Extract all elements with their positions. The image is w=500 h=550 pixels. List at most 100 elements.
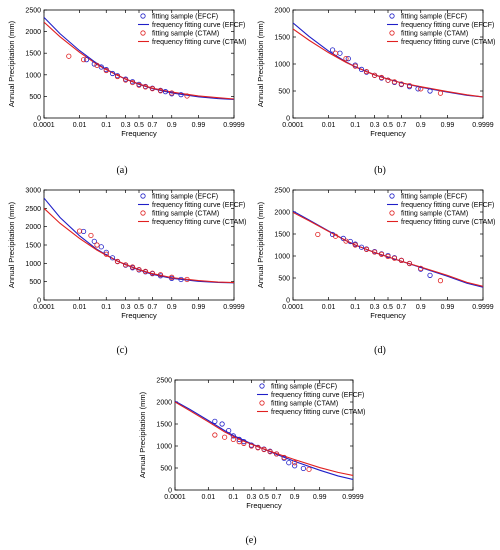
data-point-ctam (169, 90, 175, 96)
data-point-ctam (437, 90, 444, 96)
data-point-ctam (306, 466, 312, 472)
x-tick-label: 0.9999 (472, 122, 494, 129)
x-tick-label: 0.99 (313, 494, 327, 501)
data-point-ctam (80, 57, 87, 63)
data-point-ctam (363, 246, 370, 252)
data-point-efcf (345, 55, 351, 62)
data-point-ctam (88, 232, 94, 239)
data-point-ctam (184, 93, 190, 99)
x-tick-label: 0.3 (370, 122, 380, 129)
data-point-ctam (76, 228, 83, 234)
data-point-efcf (427, 272, 433, 278)
data-point-ctam (123, 77, 129, 83)
x-tick-label: 0.9999 (472, 304, 494, 311)
y-tick-label: 1000 (274, 254, 290, 261)
y-tick-label: 2500 (274, 188, 290, 195)
panel-label: (d) (374, 345, 386, 356)
data-point-ctam (103, 251, 109, 257)
legend-entry: fitting sample (CTAM) (389, 210, 468, 217)
y-tick-label: 2000 (25, 224, 41, 231)
data-point-ctam (142, 268, 149, 274)
data-point-ctam (157, 88, 164, 94)
chart-panel-3: 0 500 1000 1500 2000 2500 0.0001 0.01 0.1 0.3 0.5 0… (256, 188, 495, 357)
legend-entry: frequency fitting curve (EFCF) (138, 22, 245, 29)
y-tick-label: 0 (168, 488, 172, 495)
data-point-ctam (372, 249, 378, 255)
legend-label: frequency fitting curve (EFCF) (271, 392, 364, 399)
data-point-efcf (91, 61, 97, 67)
data-point-ctam (315, 231, 321, 238)
x-tick-label: 0.01 (322, 304, 336, 311)
legend-label: frequency fitting curve (CTAM) (152, 39, 246, 46)
legend-entry: frequency fitting curve (EFCF) (138, 202, 245, 209)
x-axis-label: Frequency (246, 501, 282, 510)
data-point-ctam (222, 434, 228, 440)
panel-label: (e) (245, 535, 256, 546)
legend-label: fitting sample (CTAM) (401, 210, 468, 217)
y-tick-label: 2000 (274, 8, 290, 15)
x-tick-label: 0.9 (416, 304, 426, 311)
plot-frame (43, 9, 235, 119)
data-point-ctam (378, 251, 385, 257)
legend-label: frequency fitting curve (EFCF) (152, 22, 245, 29)
data-point-ctam (241, 440, 247, 446)
legend-label: frequency fitting curve (EFCF) (152, 202, 245, 209)
data-point-efcf (178, 276, 184, 283)
x-tick-label: 0.1 (228, 494, 238, 501)
x-tick-label: 0.3 (370, 304, 380, 311)
y-tick-label: 1500 (25, 243, 41, 250)
data-point-efcf (162, 89, 169, 95)
y-tick-label: 2500 (25, 206, 41, 213)
data-point-efcf (98, 64, 104, 70)
x-tick-label: 0.5 (259, 494, 269, 501)
y-tick-label: 500 (278, 89, 290, 96)
data-point-ctam (94, 62, 100, 68)
data-point-ctam (149, 86, 155, 92)
data-point-efcf (226, 427, 232, 434)
x-tick-label: 0.7 (272, 494, 282, 501)
panel-label: (c) (116, 345, 127, 356)
data-point-efcf (340, 235, 346, 241)
legend-marker (140, 30, 146, 36)
data-point-ctam (114, 258, 121, 265)
legend-label: fitting sample (EFCF) (401, 193, 467, 200)
x-axis-label: Frequency (370, 311, 406, 320)
data-point-efcf (103, 249, 109, 255)
data-point-ctam (418, 86, 424, 92)
plot-frame (292, 9, 484, 119)
x-tick-label: 0.9999 (342, 494, 364, 501)
x-tick-label: 0.5 (383, 304, 393, 311)
x-tick-label: 0.1 (350, 304, 360, 311)
plot-frame (292, 189, 484, 301)
x-tick-label: 0.99 (192, 304, 206, 311)
legend-marker (389, 30, 395, 36)
x-tick-label: 0.3 (247, 494, 257, 501)
legend-label: fitting sample (CTAM) (271, 400, 338, 407)
legend-entry: frequency fitting curve (CTAM) (138, 39, 246, 46)
x-tick-label: 0.5 (134, 122, 144, 129)
x-tick-label: 0.99 (192, 122, 206, 129)
x-tick-label: 0.0001 (282, 122, 304, 129)
x-tick-label: 0.9 (167, 304, 177, 311)
legend-marker (389, 210, 395, 216)
legend-label: fitting sample (EFCF) (271, 383, 337, 390)
chart-panel-2: 0 500 1000 1500 2000 2500 3000 0.0001 0.01 0.1 0.3… (7, 188, 246, 357)
y-tick-label: 500 (29, 94, 41, 101)
y-tick-label: 500 (160, 466, 172, 473)
data-point-ctam (248, 443, 255, 449)
data-point-efcf (427, 88, 433, 94)
y-tick-label: 1000 (25, 261, 41, 268)
y-axis-label: Annual Precipitation (mm) (256, 20, 265, 107)
legend-marker (259, 400, 265, 406)
chart-panel-0: 0 500 1000 1500 2000 2500 0.0001 0.01 0.1 0.3 0.5 0… (7, 8, 246, 177)
data-point-ctam (292, 460, 298, 466)
data-point-ctam (136, 266, 142, 273)
series-line-ctam (44, 21, 234, 100)
data-point-ctam (273, 451, 280, 457)
x-axis-label: Frequency (370, 129, 406, 138)
y-axis-label: Annual Precipitation (mm) (256, 201, 265, 288)
data-point-ctam (343, 55, 349, 62)
legend-label: frequency fitting curve (CTAM) (401, 39, 495, 46)
series-line-ctam (293, 211, 483, 287)
data-point-ctam (66, 53, 72, 59)
